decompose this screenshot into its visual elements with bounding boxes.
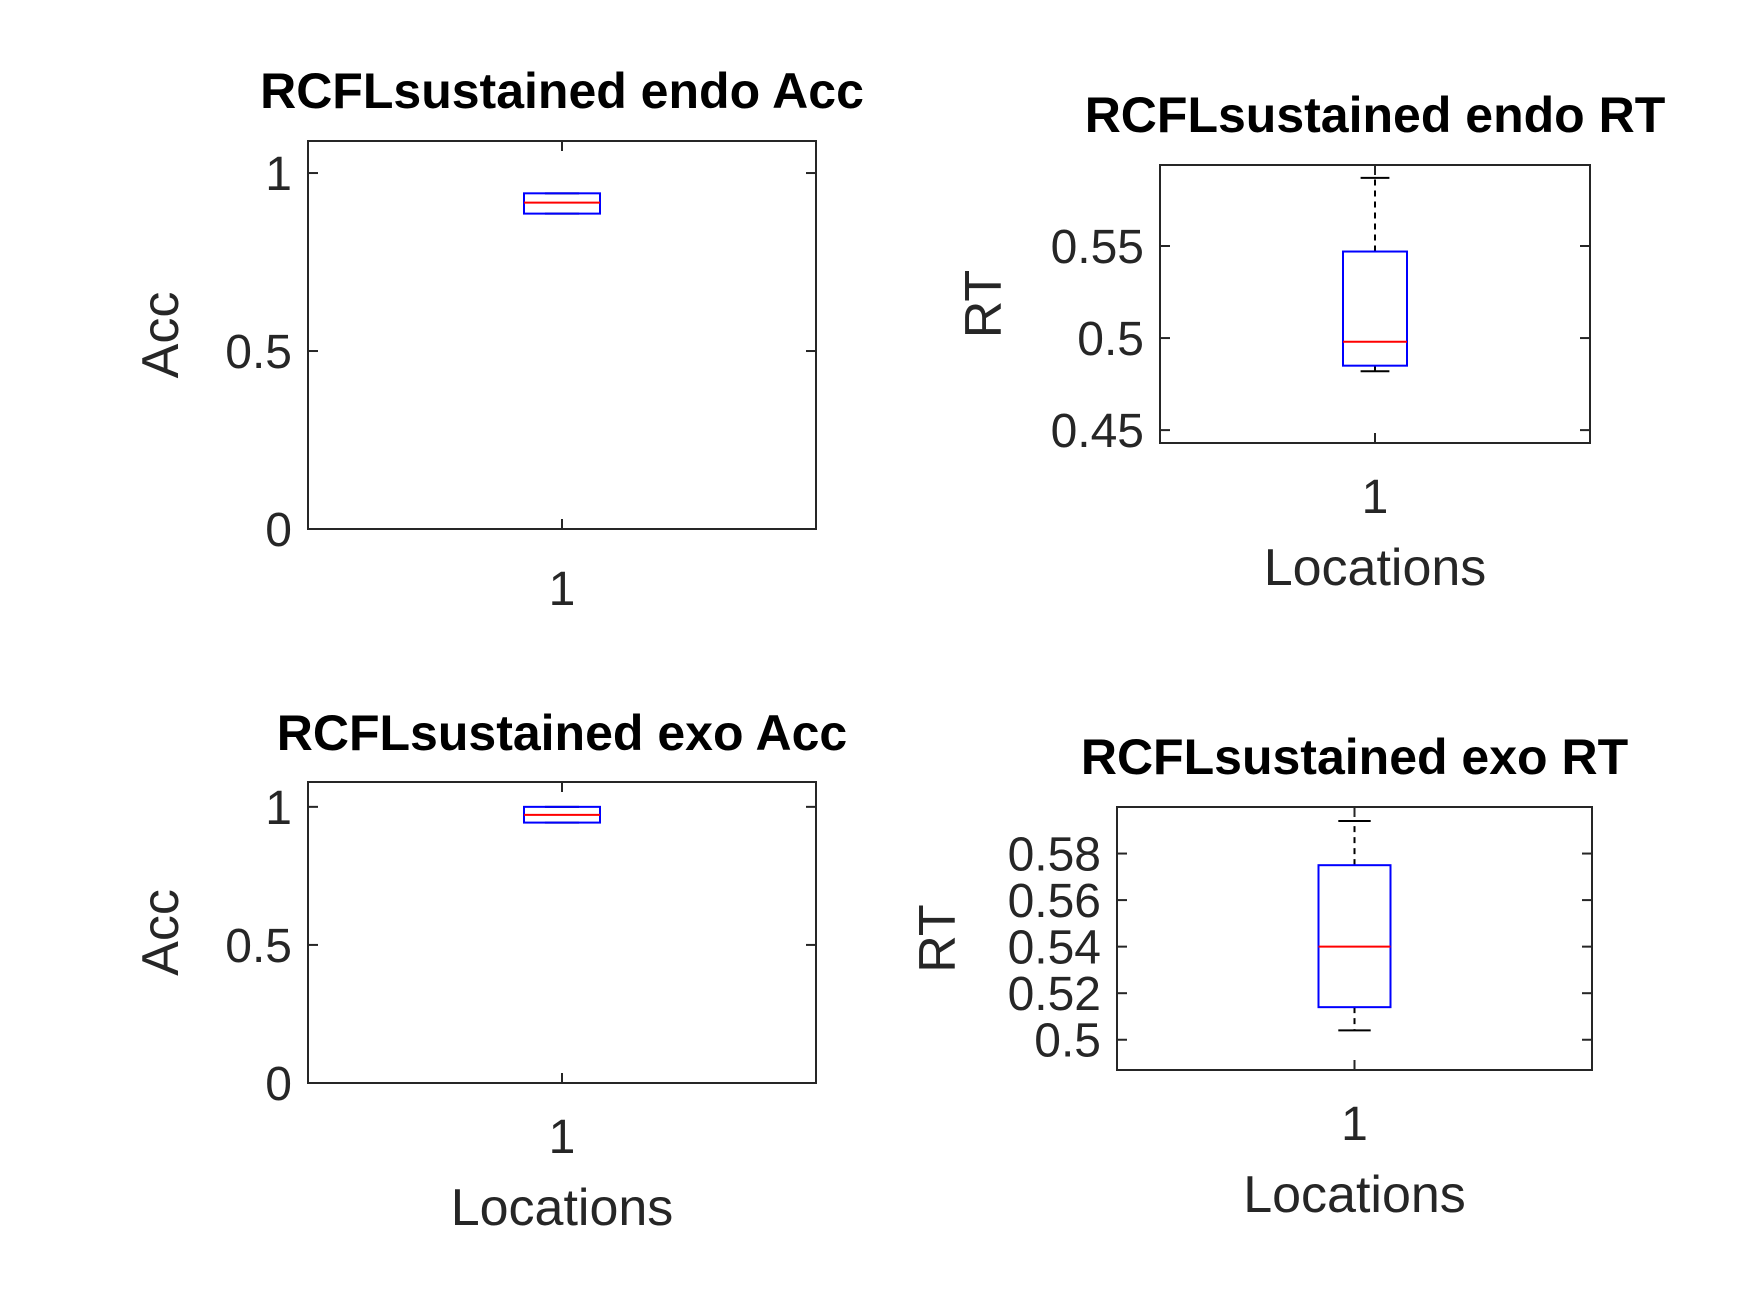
y-tick-label: 0 — [265, 504, 292, 557]
y-tick-label: 1 — [265, 148, 292, 201]
y-axis-label: RT — [955, 270, 1013, 338]
box-iqr — [1342, 250, 1408, 367]
y-axis-label: Acc — [132, 292, 190, 379]
box-iqr — [1317, 864, 1392, 1009]
chart-title: RCFLsustained endo Acc — [260, 63, 864, 119]
y-tick-label: 0.58 — [1008, 829, 1101, 882]
x-axis-label: Locations — [451, 1179, 674, 1237]
chart-panel-4: RCFLsustained exo RT 0.50.520.540.560.58 1… — [909, 729, 1628, 1224]
x-axis-label: Locations — [1264, 539, 1487, 597]
y-tick-label: 0.5 — [225, 326, 292, 379]
y-tick-label: 0.52 — [1008, 968, 1101, 1021]
y-tick-label: 0.56 — [1008, 875, 1101, 928]
y-axis-label: RT — [909, 904, 967, 972]
axes-box — [1159, 164, 1591, 444]
chart-panel-3: RCFLsustained exo Acc 0 0.5 1 1 Locations Acc — [132, 705, 847, 1237]
chart-panel-1: RCFLsustained endo Acc 0 0.5 1 1 Acc — [132, 63, 864, 616]
x-axis-label: Locations — [1243, 1166, 1466, 1224]
chart-title: RCFLsustained endo RT — [1085, 87, 1666, 143]
chart-title: RCFLsustained exo RT — [1081, 729, 1628, 785]
y-tick-label: 0.55 — [1051, 221, 1144, 274]
y-tick-label: 0.5 — [225, 920, 292, 973]
chart-panel-2: RCFLsustained endo RT 0.45 0.5 0.55 1 Locatio… — [955, 87, 1665, 597]
chart-title: RCFLsustained exo Acc — [277, 705, 848, 761]
y-tick-label: 0.54 — [1008, 922, 1101, 975]
x-tick-label: 1 — [549, 1111, 576, 1164]
x-tick-label: 1 — [549, 563, 576, 616]
axes-box — [307, 140, 817, 530]
y-tick-label: 0.5 — [1077, 313, 1144, 366]
y-tick-label: 0.5 — [1034, 1015, 1101, 1068]
x-tick-label: 1 — [1362, 471, 1389, 524]
y-axis-label: Acc — [132, 889, 190, 976]
y-tick-label: 0 — [265, 1058, 292, 1111]
y-tick-label: 0.45 — [1051, 405, 1144, 458]
axes-box — [307, 781, 817, 1084]
x-tick-label: 1 — [1341, 1098, 1368, 1151]
y-tick-label: 1 — [265, 782, 292, 835]
